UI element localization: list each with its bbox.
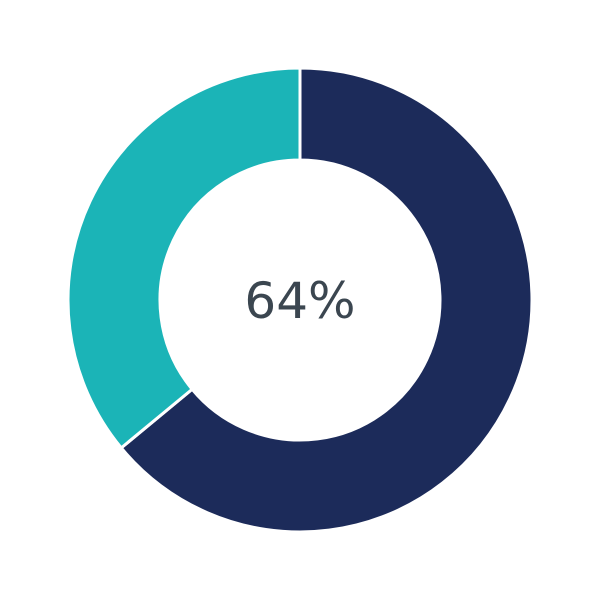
slices <box>66 66 534 534</box>
donut-slice-1 <box>119 66 534 534</box>
center-label: 64% <box>244 272 355 330</box>
donut-slice-2 <box>66 66 302 450</box>
